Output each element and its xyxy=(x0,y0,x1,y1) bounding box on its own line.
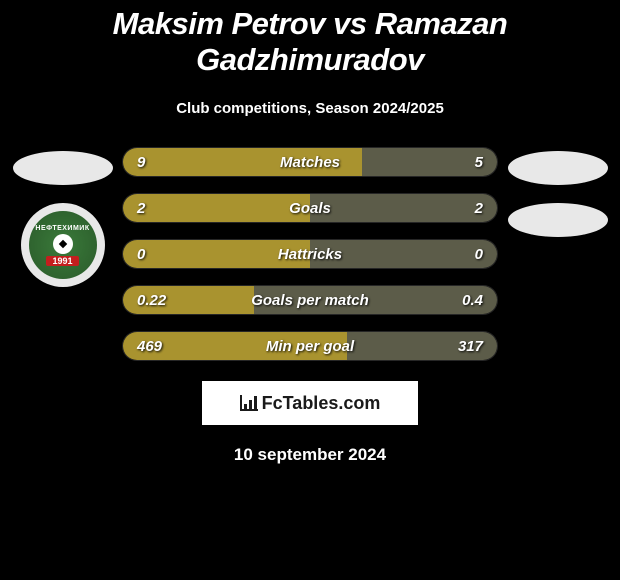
stat-bars: Matches 9 5 Goals 2 2 Hattricks 0 0 Goals per mat… xyxy=(120,147,500,361)
stat-label: Goals per match xyxy=(251,292,369,309)
stat-value-right: 317 xyxy=(458,338,483,355)
page-title: Maksim Petrov vs Ramazan Gadzhimuradov xyxy=(0,6,620,78)
stat-bar: Goals 2 2 xyxy=(122,193,498,223)
stat-bar: Hattricks 0 0 xyxy=(122,239,498,269)
footer-brand-box: FcTables.com xyxy=(202,381,418,425)
right-player-col xyxy=(500,147,615,361)
stat-value-right: 0 xyxy=(475,246,483,263)
bar-right-segment xyxy=(310,194,497,222)
soccer-ball-icon xyxy=(53,234,73,254)
stat-value-left: 0.22 xyxy=(137,292,166,309)
stat-value-left: 469 xyxy=(137,338,162,355)
left-player-col: НЕФТЕХИМИК 1991 xyxy=(5,147,120,361)
club-badge-icon: НЕФТЕХИМИК 1991 xyxy=(29,211,97,279)
footer-brand-text: FcTables.com xyxy=(262,393,381,414)
club-logo-year: 1991 xyxy=(46,256,78,266)
bar-left-segment xyxy=(123,194,310,222)
stat-label: Hattricks xyxy=(278,246,342,263)
comparison-infographic: Maksim Petrov vs Ramazan Gadzhimuradov C… xyxy=(0,0,620,465)
stat-label: Min per goal xyxy=(266,338,354,355)
stat-value-right: 2 xyxy=(475,200,483,217)
left-flag-placeholder xyxy=(13,151,113,185)
footer-brand: FcTables.com xyxy=(240,393,381,414)
date: 10 september 2024 xyxy=(0,445,620,465)
stat-value-left: 9 xyxy=(137,154,145,171)
subtitle: Club competitions, Season 2024/2025 xyxy=(0,100,620,117)
stat-value-right: 0.4 xyxy=(462,292,483,309)
stat-value-left: 0 xyxy=(137,246,145,263)
right-flag-placeholder xyxy=(508,151,608,185)
content-row: НЕФТЕХИМИК 1991 Matches 9 5 Goals 2 2 Hattrick… xyxy=(0,147,620,361)
stat-bar: Matches 9 5 xyxy=(122,147,498,177)
stat-label: Matches xyxy=(280,154,340,171)
stat-bar: Min per goal 469 317 xyxy=(122,331,498,361)
stat-bar: Goals per match 0.22 0.4 xyxy=(122,285,498,315)
stat-label: Goals xyxy=(289,200,331,217)
left-club-logo: НЕФТЕХИМИК 1991 xyxy=(21,203,105,287)
right-club-placeholder xyxy=(508,203,608,237)
club-logo-text: НЕФТЕХИМИК xyxy=(35,225,89,232)
stat-value-right: 5 xyxy=(475,154,483,171)
stat-value-left: 2 xyxy=(137,200,145,217)
bar-chart-icon xyxy=(240,395,258,411)
